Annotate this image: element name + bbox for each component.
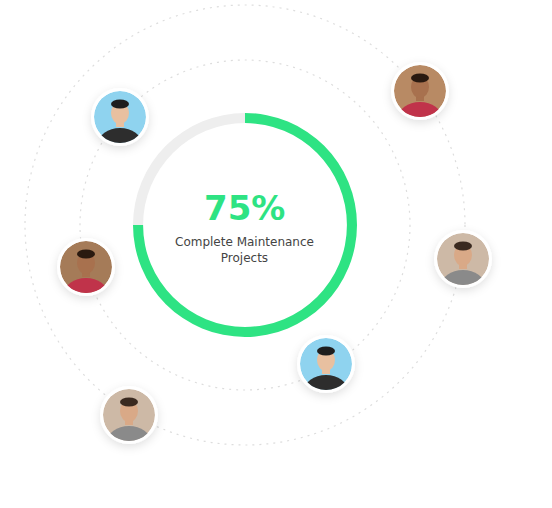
svg-text:75%: 75% bbox=[204, 188, 285, 228]
svg-text:Complete MaintenanceProjects: Complete MaintenanceProjects bbox=[175, 235, 314, 265]
